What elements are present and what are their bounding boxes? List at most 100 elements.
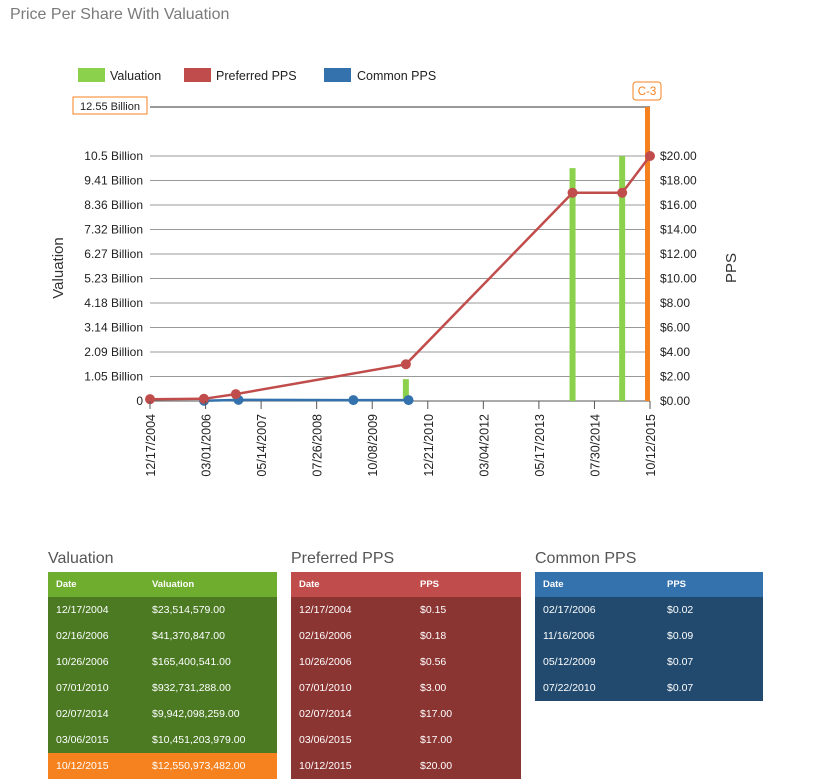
cell-value: $165,400,541.00 <box>144 649 277 675</box>
x-tick-label: 12/21/2010 <box>422 414 436 477</box>
cell-date: 02/07/2014 <box>291 701 412 727</box>
y-tick-label-right: $2.00 <box>660 370 690 384</box>
column-header-valuation: Valuation <box>144 572 277 597</box>
preferred-table-title: Preferred PPS <box>291 550 395 567</box>
x-tick-label: 12/17/2004 <box>144 414 158 477</box>
y-max-label: 12.55 Billion <box>80 101 140 113</box>
cell-date: 07/01/2010 <box>48 675 144 701</box>
column-header-pps: PPS <box>412 572 521 597</box>
preferred-point[interactable] <box>230 389 241 400</box>
cell-date: 07/22/2010 <box>535 675 659 701</box>
cell-date: 12/17/2004 <box>48 597 144 623</box>
y-tick-label-left: 10.5 Billion <box>84 149 143 163</box>
table-row: 03/06/2015 $10,451,203,979.00 <box>48 727 277 753</box>
x-tick-label: 03/01/2006 <box>200 414 214 477</box>
cell-value: $0.15 <box>412 597 521 623</box>
y-tick-label-left: 3.14 Billion <box>84 321 143 335</box>
valuation-bar[interactable] <box>645 107 650 401</box>
legend-label-preferred[interactable]: Preferred PPS <box>216 69 297 83</box>
cell-date: 02/16/2006 <box>48 623 144 649</box>
legend: Valuation Preferred PPS Common PPS <box>78 68 436 83</box>
legend-label-valuation[interactable]: Valuation <box>110 69 161 83</box>
annotation-box <box>632 81 662 101</box>
y-tick-label-left: 0 <box>136 394 143 408</box>
preferred-point[interactable] <box>645 151 655 161</box>
common-point[interactable] <box>348 395 359 406</box>
series-lines <box>145 151 655 406</box>
preferred-point[interactable] <box>567 187 578 198</box>
y-tick-label-right: $18.00 <box>660 174 697 188</box>
y-tick-label-right: $4.00 <box>660 345 690 359</box>
legend-label-common[interactable]: Common PPS <box>357 69 436 83</box>
preferred-point[interactable] <box>400 359 411 370</box>
cell-value: $0.07 <box>659 675 763 701</box>
y-tick-label-right: $0.00 <box>660 394 690 408</box>
grid <box>150 106 650 402</box>
cell-date: 02/07/2014 <box>48 701 144 727</box>
table-row: 07/01/2010 $932,731,288.00 <box>48 675 277 701</box>
valuation-bar[interactable] <box>402 379 409 401</box>
y-max-label-box <box>72 96 148 115</box>
y-tick-label-left: 6.27 Billion <box>84 247 143 261</box>
y-tick-label-right: $16.00 <box>660 198 697 212</box>
y-tick-label-left: 5.23 Billion <box>84 272 143 286</box>
y-tick-label-left: 1.05 Billion <box>84 370 143 384</box>
cell-value: $0.07 <box>659 649 763 675</box>
y-axis-title-right: PPS <box>723 253 740 283</box>
y-tick-label-right: $8.00 <box>660 296 690 310</box>
table-row: 02/07/2014 $17.00 <box>291 701 521 727</box>
legend-swatch-valuation[interactable] <box>78 68 105 82</box>
preferred-point[interactable] <box>145 394 155 405</box>
annotation-label: C-3 <box>638 86 657 98</box>
cell-value: $12,550,973,482.00 <box>144 753 277 779</box>
common-table: Date PPS 02/17/2006 $0.02 11/16/2006 $0.09 0… <box>535 572 763 701</box>
table-row: 02/17/2006 $0.02 <box>535 597 763 623</box>
x-tick-label: 07/26/2008 <box>311 414 325 477</box>
table-row: 05/12/2009 $0.07 <box>535 649 763 675</box>
cell-value: $932,731,288.00 <box>144 675 277 701</box>
cell-value: $20.00 <box>412 753 521 779</box>
axes: 0 1.05 Billion 2.09 Billion 3.14 Billion 4.1… <box>72 81 697 477</box>
preferred-point[interactable] <box>617 187 628 198</box>
cell-date: 03/06/2015 <box>48 727 144 753</box>
cell-date: 10/12/2015 <box>291 753 412 779</box>
price-valuation-chart: Valuation Preferred PPS Common PPS 0 1.05… <box>50 68 740 477</box>
column-header-date: Date <box>291 572 412 597</box>
table-row: 10/26/2006 $165,400,541.00 <box>48 649 277 675</box>
common-table-title: Common PPS <box>535 550 637 567</box>
y-tick-label-right: $10.00 <box>660 272 697 286</box>
cell-value: $23,514,579.00 <box>144 597 277 623</box>
cell-value: $9,942,098,259.00 <box>144 701 277 727</box>
valuation-table: Date Valuation 12/17/2004 $23,514,579.00 0… <box>48 572 277 779</box>
table-row: 02/07/2014 $9,942,098,259.00 <box>48 701 277 727</box>
cell-value: $3.00 <box>412 675 521 701</box>
y-tick-label-right: $14.00 <box>660 223 697 237</box>
cell-value: $41,370,847.00 <box>144 623 277 649</box>
table-header-row: Date Valuation <box>48 572 277 597</box>
legend-swatch-common[interactable] <box>324 68 351 82</box>
cell-date: 10/26/2006 <box>48 649 144 675</box>
table-row: 02/16/2006 $41,370,847.00 <box>48 623 277 649</box>
cell-value: $0.56 <box>412 649 521 675</box>
cell-date: 10/12/2015 <box>48 753 144 779</box>
preferred-table: Date PPS 12/17/2004 $0.15 02/16/2006 $0.18 1… <box>291 572 521 779</box>
table-row: 07/22/2010 $0.07 <box>535 675 763 701</box>
x-tick-label: 05/14/2007 <box>255 414 269 477</box>
preferred-point[interactable] <box>198 393 209 404</box>
cell-value: $17.00 <box>412 727 521 753</box>
table-row: 12/17/2004 $0.15 <box>291 597 521 623</box>
page-title: Price Per Share With Valuation <box>10 6 230 23</box>
legend-swatch-preferred[interactable] <box>184 68 211 82</box>
cell-value: $0.18 <box>412 623 521 649</box>
table-row: 12/17/2004 $23,514,579.00 <box>48 597 277 623</box>
table-row: 10/12/2015 $20.00 <box>291 753 521 779</box>
table-row: 11/16/2006 $0.09 <box>535 623 763 649</box>
y-tick-label-right: $12.00 <box>660 247 697 261</box>
valuation-bar[interactable] <box>569 168 576 401</box>
valuation-bar[interactable] <box>619 156 626 401</box>
common-point[interactable] <box>403 395 414 406</box>
cell-date: 03/06/2015 <box>291 727 412 753</box>
cell-value: $10,451,203,979.00 <box>144 727 277 753</box>
x-tick-label: 07/30/2014 <box>588 414 602 477</box>
common-line <box>203 398 409 403</box>
